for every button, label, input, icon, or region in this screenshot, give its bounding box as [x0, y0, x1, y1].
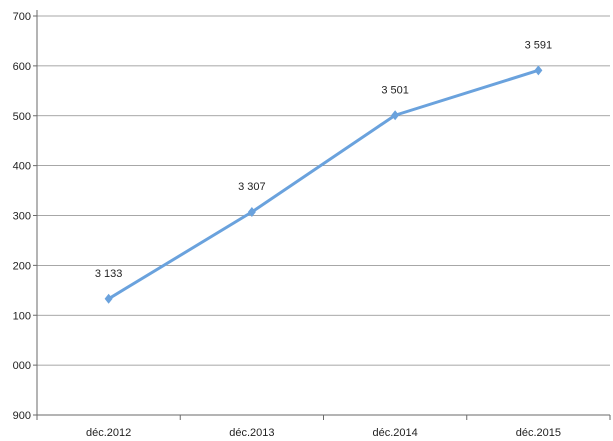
- y-tick-labels: 900 000 100 200 300 400 500 600 700: [13, 11, 31, 422]
- y-tick-label: 500: [13, 111, 31, 123]
- x-tick-labels: déc.2012 déc.2013 déc.2014 déc.2015: [86, 427, 561, 439]
- data-label: 3 591: [525, 39, 553, 51]
- data-labels: 3 133 3 307 3 501 3 591: [95, 39, 552, 279]
- y-tick-label: 300: [13, 211, 31, 223]
- data-point-marker: [247, 207, 256, 218]
- series-line: [107, 68, 540, 301]
- y-tick-label: 700: [13, 11, 31, 23]
- series: [104, 65, 543, 304]
- data-label: 3 501: [381, 84, 409, 96]
- y-tick-label: 900: [13, 410, 31, 422]
- data-point-marker: [534, 65, 543, 76]
- gridlines: [37, 15, 610, 366]
- data-label: 3 307: [238, 181, 266, 193]
- y-tick-label: 200: [13, 260, 31, 272]
- data-point-marker: [391, 110, 400, 121]
- x-tick-label: déc.2013: [229, 427, 274, 439]
- x-tick-label: déc.2012: [86, 427, 131, 439]
- data-point-marker: [104, 293, 113, 304]
- data-label: 3 133: [95, 268, 123, 280]
- y-tick-label: 000: [13, 360, 31, 372]
- y-tick-label: 400: [13, 161, 31, 173]
- y-tick-label: 100: [13, 310, 31, 322]
- x-tick-label: déc.2015: [516, 427, 561, 439]
- x-tick-label: déc.2014: [372, 427, 417, 439]
- axes: [33, 10, 611, 420]
- y-tick-label: 600: [13, 61, 31, 73]
